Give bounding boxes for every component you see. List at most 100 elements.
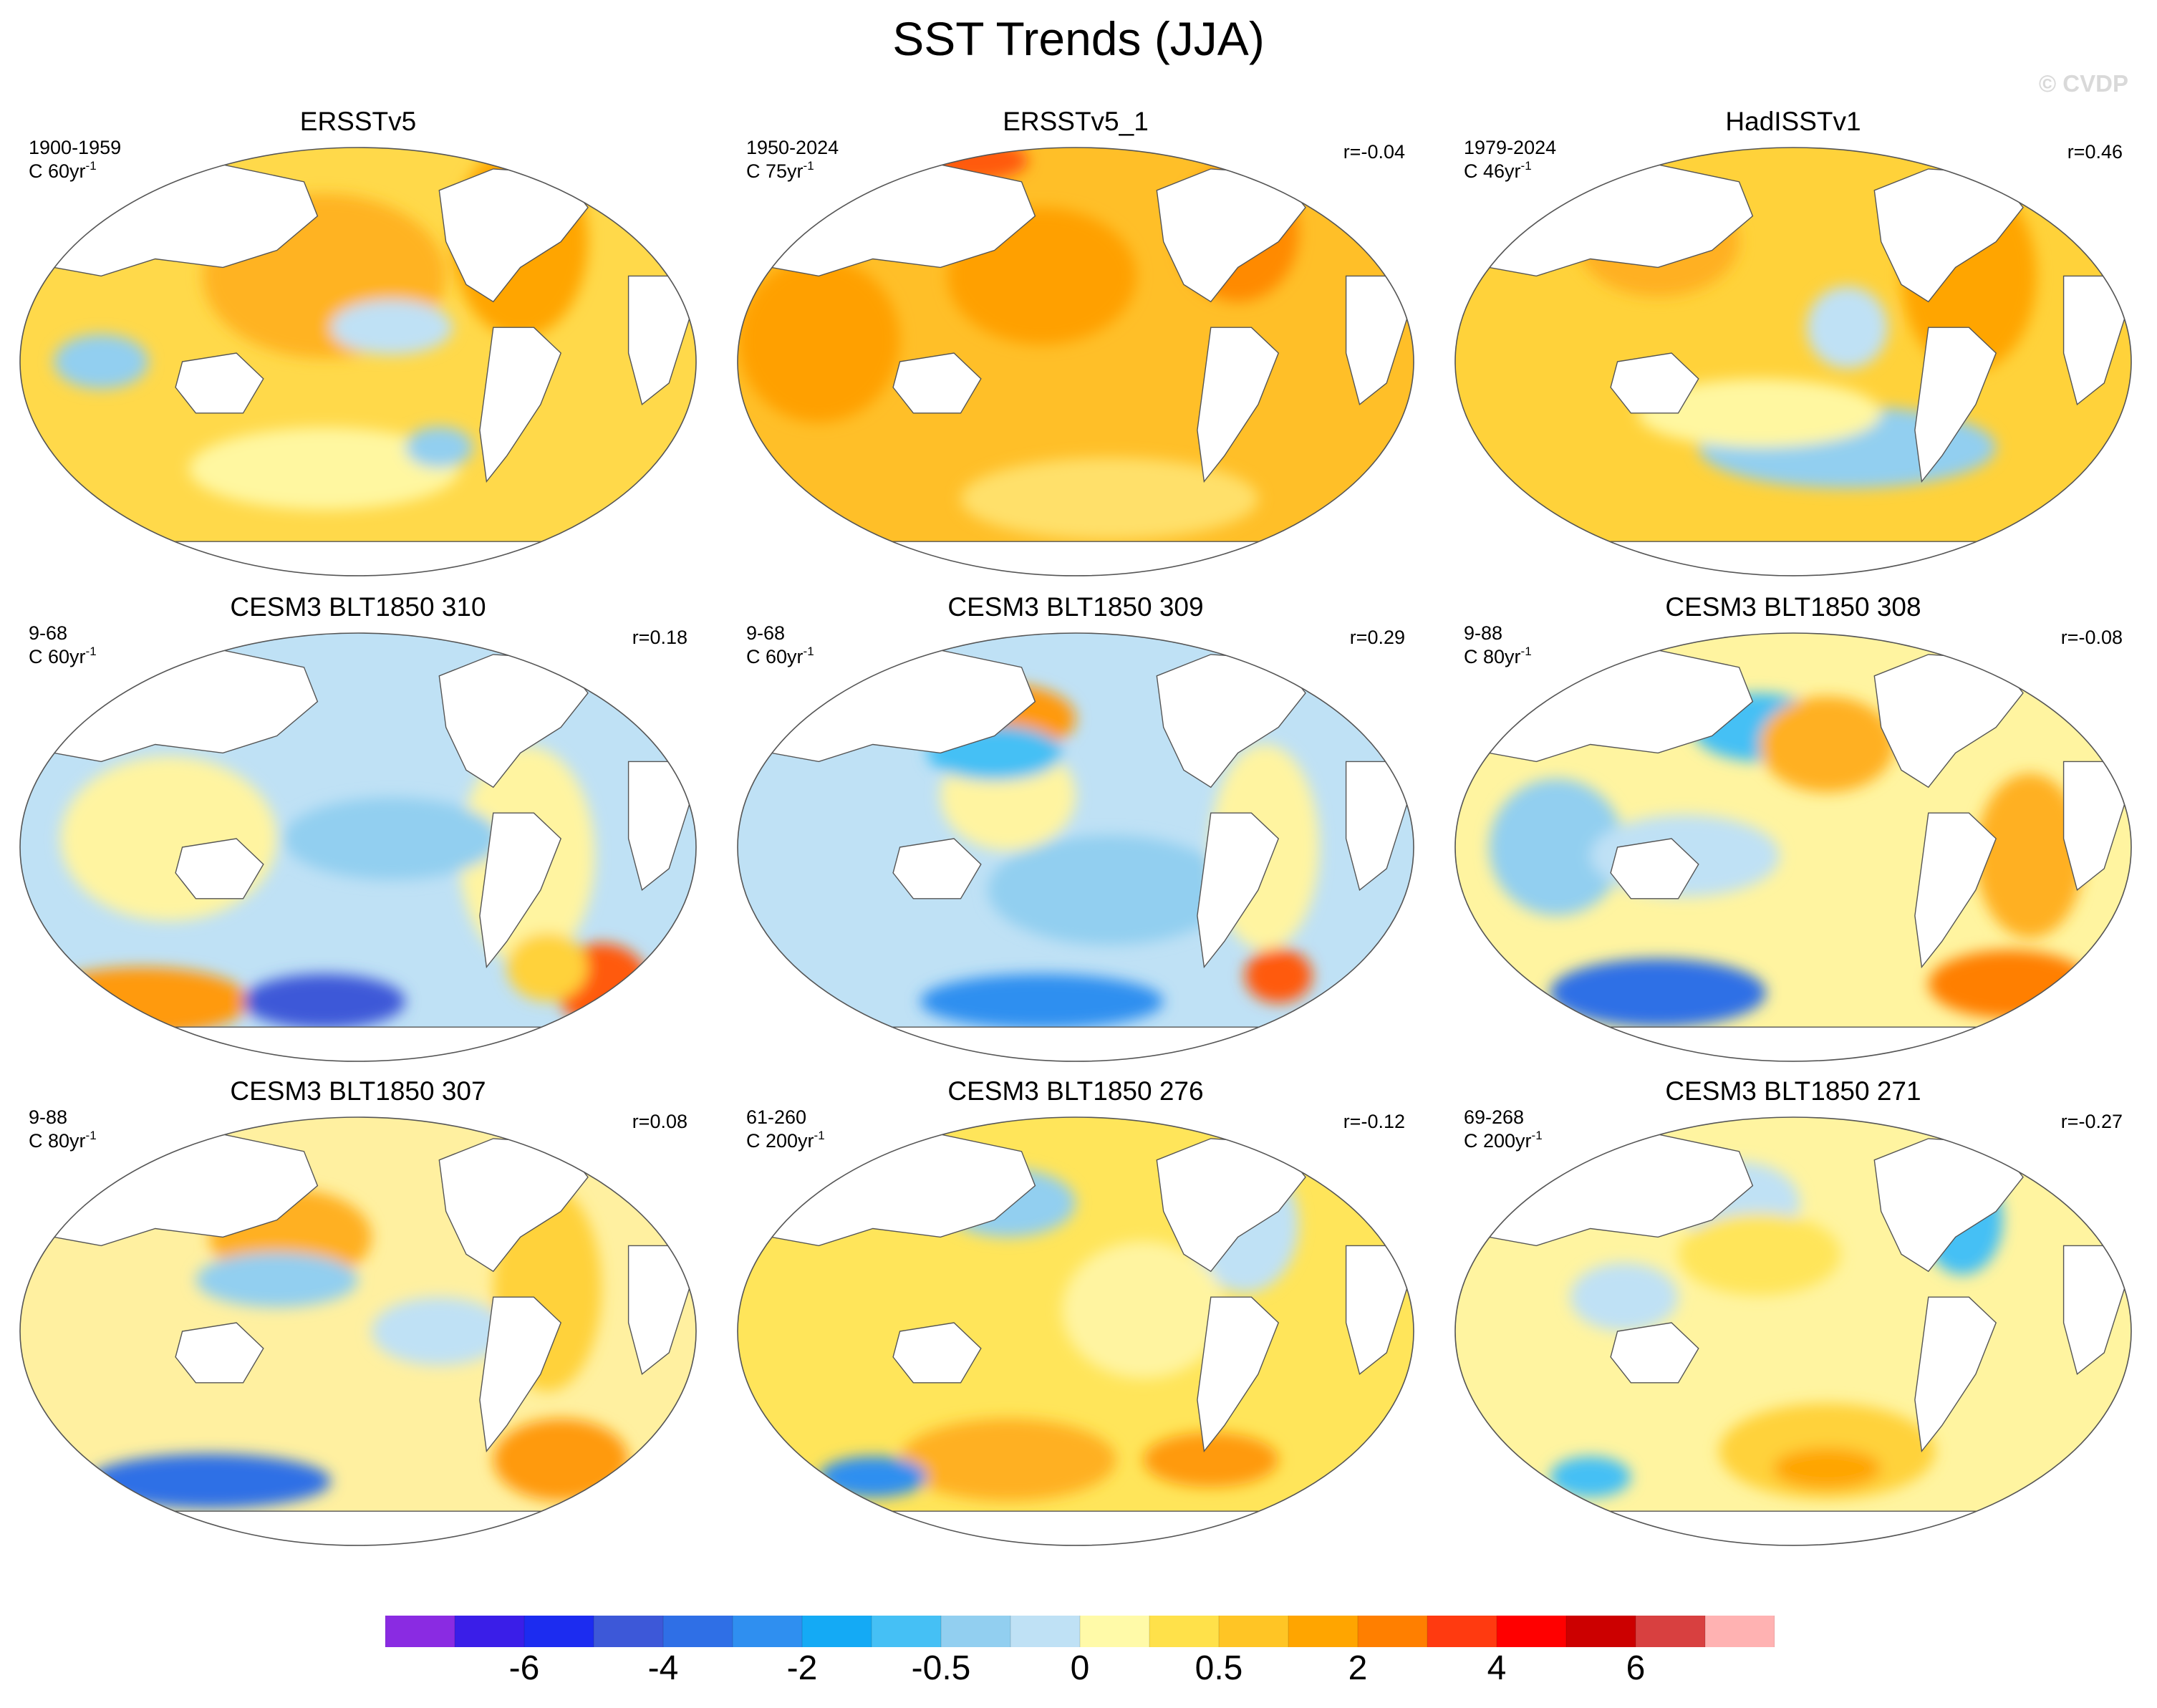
sst-anomaly-region — [87, 1454, 332, 1509]
land-mask — [479, 812, 562, 969]
land-mask — [1487, 1510, 2099, 1545]
panel-units-exponent: -1 — [85, 1129, 97, 1142]
sst-anomaly-region — [33, 967, 250, 1036]
sst-trend-map — [19, 147, 697, 576]
land-mask — [1914, 327, 1997, 483]
sst-anomaly-region — [331, 299, 453, 355]
panel-correlation: r=-0.27 — [2060, 1111, 2123, 1132]
sst-anomaly-region — [284, 797, 501, 880]
sst-anomaly-region — [1678, 1212, 1841, 1296]
panel-units-prefix: C 80yr — [1464, 646, 1521, 667]
land-mask — [175, 838, 264, 899]
panel-correlation: r=-0.08 — [2060, 627, 2123, 648]
sst-field — [738, 633, 1414, 1061]
sst-anomaly-region — [493, 1418, 629, 1501]
panel-period-units: 69-268 C 200yr-1 — [1464, 1106, 1543, 1153]
panel-units-exponent: -1 — [85, 645, 97, 658]
colorbar-swatch — [1705, 1616, 1775, 1647]
panel-period: 69-268 — [1464, 1106, 1525, 1128]
sst-anomaly-region — [1062, 1241, 1225, 1379]
map-border — [1454, 1116, 2132, 1546]
map-border — [1454, 147, 2132, 576]
panel-units: C 60yr-1 — [746, 645, 814, 669]
colorbar-tick-label: 6 — [1626, 1649, 1646, 1687]
panel-units-prefix: C 75yr — [746, 160, 804, 182]
panel-title: CESM3 BLT1850 310 — [230, 592, 486, 622]
panel-title: ERSSTv5 — [299, 107, 417, 136]
sst-anomaly-region — [1245, 948, 1313, 1003]
map-border — [19, 147, 697, 576]
land-mask — [52, 1510, 664, 1545]
colorbar-tick-label: -0.5 — [911, 1649, 971, 1687]
sst-anomaly-region — [1928, 950, 2091, 1019]
panel-period: 61-260 — [746, 1106, 807, 1128]
land-mask — [1610, 838, 1699, 899]
map-border — [1454, 632, 2132, 1062]
land-mask — [1197, 1296, 1280, 1453]
map-panel: CESM3 BLT1850 271 69-268 C 200yr-1 r=-0.27 — [1449, 1076, 2137, 1548]
sst-field — [738, 1117, 1414, 1545]
sst-trend-map — [1454, 632, 2132, 1062]
colorbar-tick-label: 4 — [1487, 1649, 1507, 1687]
panel-period: 9-88 — [29, 1106, 68, 1128]
panel-correlation: r=0.46 — [2067, 141, 2123, 163]
cvdp-watermark: © CVDP — [2038, 70, 2128, 97]
sst-anomaly-region — [988, 835, 1232, 945]
sst-trend-map — [737, 632, 1414, 1062]
panel-units-prefix: C 80yr — [29, 1130, 86, 1152]
sst-anomaly-region — [371, 1297, 507, 1366]
panel-title: CESM3 BLT1850 307 — [230, 1076, 486, 1106]
colorbar-tick-label: 0 — [1070, 1649, 1090, 1687]
sst-anomaly-region — [1570, 1263, 1679, 1331]
land-mask — [892, 1322, 982, 1384]
panel-units-prefix: C 200yr — [746, 1130, 814, 1152]
land-mask — [479, 327, 562, 483]
map-panel: ERSSTv5 1900-1959 C 60yr-1 — [14, 106, 702, 579]
colorbar-swatch — [385, 1616, 455, 1647]
panel-units-exponent: -1 — [1520, 645, 1532, 658]
land-mask — [479, 1296, 562, 1453]
panel-units: C 80yr-1 — [29, 1129, 97, 1153]
panel-period: 1979-2024 — [1464, 137, 1557, 158]
colorbar-swatch — [1497, 1616, 1567, 1647]
sst-anomaly-region — [738, 258, 900, 423]
land-mask — [2035, 1142, 2078, 1169]
panel-units: C 200yr-1 — [746, 1129, 825, 1153]
colorbar-swatch — [663, 1616, 733, 1647]
colorbar-swatch — [1566, 1616, 1636, 1647]
sst-trend-map — [737, 1116, 1414, 1546]
colorbar-tick-label: -4 — [647, 1649, 679, 1687]
panel-units: C 200yr-1 — [1464, 1129, 1543, 1153]
colorbar-tick-label: -6 — [508, 1649, 540, 1687]
panel-units-prefix: C 60yr — [29, 646, 86, 667]
figure-title: SST Trends (JJA) — [892, 12, 1265, 65]
map-border — [737, 147, 1414, 576]
panel-units: C 46yr-1 — [1464, 160, 1556, 183]
panel-title: CESM3 BLT1850 271 — [1665, 1076, 1921, 1106]
sst-field — [20, 633, 696, 1061]
map-panel: CESM3 BLT1850 308 9-88 C 80yr-1 r=-0.08 — [1449, 592, 2137, 1064]
panel-period-units: 1950-2024 C 75yr-1 — [746, 136, 839, 183]
land-mask — [2035, 658, 2078, 685]
panel-units: C 80yr-1 — [1464, 645, 1532, 669]
land-mask — [2035, 173, 2078, 200]
map-border — [19, 632, 697, 1062]
map-panel: CESM3 BLT1850 309 9-68 C 60yr-1 r=0.29 — [732, 592, 1419, 1064]
panel-period: 1950-2024 — [746, 137, 839, 158]
panel-period-units: 9-88 C 80yr-1 — [1464, 622, 1532, 669]
land-mask — [52, 541, 664, 576]
land-mask — [1610, 1322, 1699, 1384]
sst-trend-map — [19, 632, 697, 1062]
land-mask — [892, 352, 982, 414]
sst-anomaly-region — [1550, 1456, 1631, 1498]
colorbar-tick-label: 2 — [1348, 1649, 1368, 1687]
land-mask — [52, 1026, 664, 1061]
sst-anomaly-region — [1489, 778, 1624, 916]
panel-units: C 60yr-1 — [29, 160, 121, 183]
map-panel: CESM3 BLT1850 310 9-68 C 60yr-1 r=0.18 — [14, 592, 702, 1064]
land-mask — [770, 541, 1381, 576]
sst-anomaly-region — [196, 1252, 358, 1308]
panel-correlation: r=0.18 — [632, 627, 687, 648]
sst-trend-map — [737, 147, 1414, 576]
land-mask — [1197, 327, 1280, 483]
